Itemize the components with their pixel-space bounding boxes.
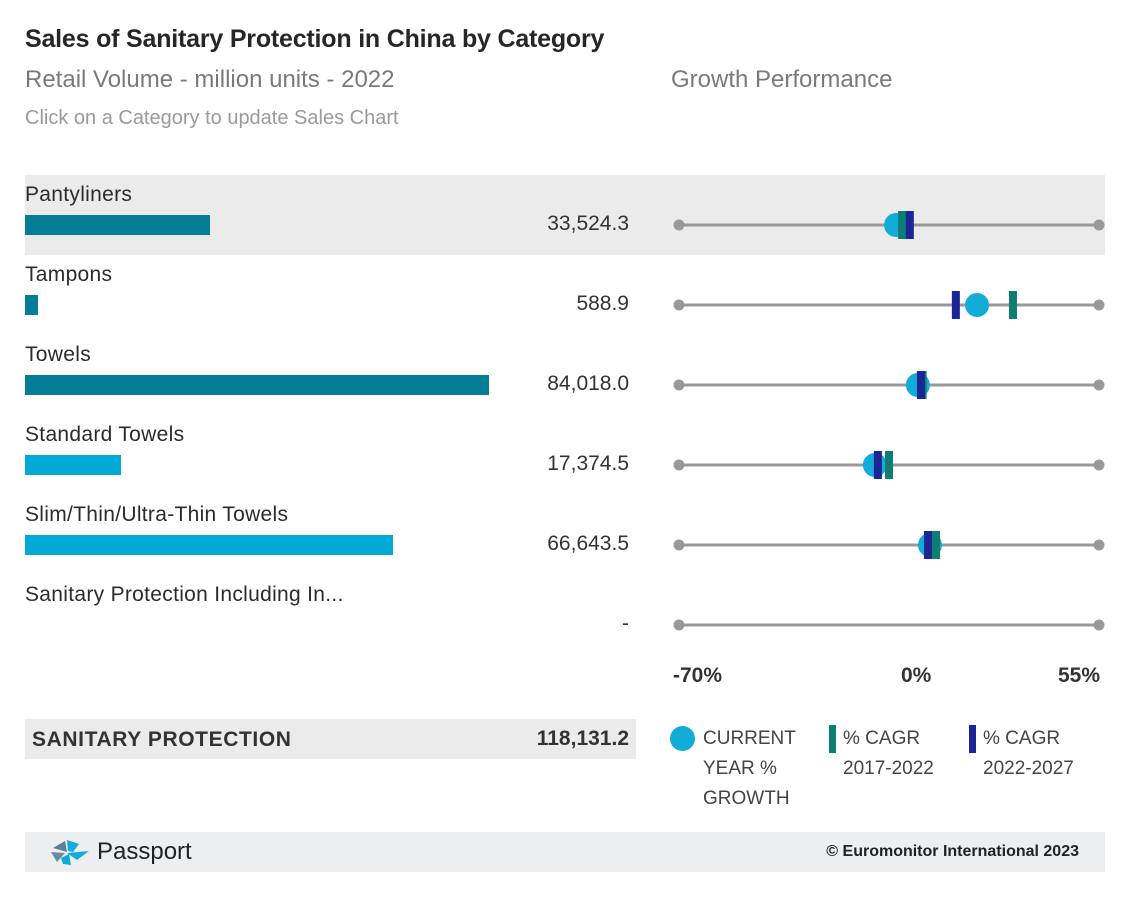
- category-row[interactable]: Tampons 588.9: [25, 255, 1105, 335]
- category-row[interactable]: Slim/Thin/Ultra-Thin Towels 66,643.5: [25, 495, 1105, 575]
- copyright: © Euromonitor International 2023: [826, 843, 1079, 860]
- category-label[interactable]: Standard Towels: [25, 423, 185, 446]
- growth-track: [673, 451, 1105, 479]
- axis-min-endpoint: [673, 459, 685, 471]
- cagr-2022-2027-marker: [923, 531, 932, 559]
- growth-track: [673, 291, 1105, 319]
- growth-title: Growth Performance: [671, 66, 893, 93]
- axis-max-endpoint: [1093, 219, 1105, 231]
- axis-max-endpoint: [1093, 299, 1105, 311]
- axis-max-endpoint: [1093, 539, 1105, 551]
- legend-text-line: CURRENT: [703, 728, 796, 749]
- volume-bar[interactable]: [25, 215, 211, 235]
- volume-bar[interactable]: [25, 535, 394, 555]
- cagr-2022-2027-marker: [873, 451, 882, 479]
- growth-track: [673, 211, 1105, 239]
- category-label[interactable]: Sanitary Protection Including In...: [25, 583, 344, 606]
- current-growth-marker: [965, 293, 990, 317]
- total-value: 118,131.2: [536, 727, 629, 750]
- legend-cagr-2017-2022: % CAGR 2017-2022: [843, 724, 934, 784]
- legend-text-line: GROWTH: [703, 788, 790, 809]
- legend-text-line: % CAGR: [843, 728, 921, 749]
- growth-track: [673, 619, 1105, 631]
- volume-bar[interactable]: [25, 295, 38, 315]
- cagr-2022-2027-marker: [916, 371, 925, 399]
- cagr-2022-2027-marker: [905, 211, 914, 239]
- legend-text-line: YEAR %: [703, 758, 777, 779]
- axis-max-endpoint: [1093, 619, 1105, 631]
- category-row[interactable]: Sanitary Protection Including In... -: [25, 575, 1105, 655]
- volume-bar[interactable]: [25, 375, 489, 395]
- legend-circle-icon: [670, 726, 695, 751]
- footer: Passport © Euromonitor International 202…: [25, 832, 1105, 872]
- axis-max-endpoint: [1093, 379, 1105, 391]
- axis-max-endpoint: [1093, 459, 1105, 471]
- cagr-2017-2022-marker: [885, 451, 893, 479]
- x-tick-max: 55%: [1058, 664, 1101, 687]
- legend-cagr-future-icon: [969, 725, 976, 753]
- axis-min-endpoint: [673, 299, 685, 311]
- category-label[interactable]: Tampons: [25, 263, 113, 286]
- axis-min-endpoint: [673, 539, 685, 551]
- sales-subtitle: Retail Volume - million units - 2022: [25, 66, 395, 93]
- cagr-2017-2022-marker: [1008, 291, 1017, 319]
- growth-track: [673, 371, 1105, 399]
- volume-value: 33,524.3: [547, 212, 629, 235]
- volume-value: 66,643.5: [547, 532, 629, 555]
- cagr-2017-2022-marker: [898, 211, 907, 239]
- legend-text-line: % CAGR: [983, 728, 1061, 749]
- growth-track: [673, 531, 1105, 559]
- volume-value: 588.9: [576, 292, 629, 315]
- x-tick-min: -70%: [673, 664, 723, 687]
- legend-cagr-past-icon: [829, 725, 836, 753]
- volume-value: -: [622, 612, 629, 635]
- volume-value: 84,018.0: [547, 372, 629, 395]
- category-label[interactable]: Towels: [25, 343, 91, 366]
- category-row[interactable]: Standard Towels 17,374.5: [25, 415, 1105, 495]
- axis-min-endpoint: [673, 379, 685, 391]
- category-label[interactable]: Pantyliners: [25, 183, 133, 206]
- cagr-2022-2027-marker: [951, 291, 960, 319]
- volume-value: 17,374.5: [547, 452, 629, 475]
- total-label: SANITARY PROTECTION: [32, 728, 292, 751]
- category-label[interactable]: Slim/Thin/Ultra-Thin Towels: [25, 503, 289, 526]
- legend-text-line: 2022-2027: [983, 758, 1074, 779]
- axis-min-endpoint: [673, 219, 685, 231]
- passport-brand[interactable]: Passport: [97, 838, 192, 865]
- category-row[interactable]: Towels 84,018.0: [25, 335, 1105, 415]
- category-row[interactable]: Pantyliners 33,524.3: [25, 175, 1105, 255]
- instruction-hint: Click on a Category to update Sales Char…: [25, 107, 399, 129]
- volume-bar[interactable]: [25, 455, 121, 475]
- cagr-2017-2022-marker: [932, 531, 941, 559]
- total-row[interactable]: SANITARY PROTECTION 118,131.2: [25, 719, 636, 759]
- passport-logo-icon: [51, 840, 89, 865]
- legend-text-line: 2017-2022: [843, 758, 934, 779]
- x-tick-zero: 0%: [901, 664, 932, 687]
- legend-cagr-2022-2027: % CAGR 2022-2027: [983, 724, 1074, 784]
- page-title: Sales of Sanitary Protection in China by…: [25, 25, 605, 53]
- axis-min-endpoint: [673, 619, 685, 631]
- legend-current-growth: CURRENT YEAR % GROWTH: [703, 724, 796, 814]
